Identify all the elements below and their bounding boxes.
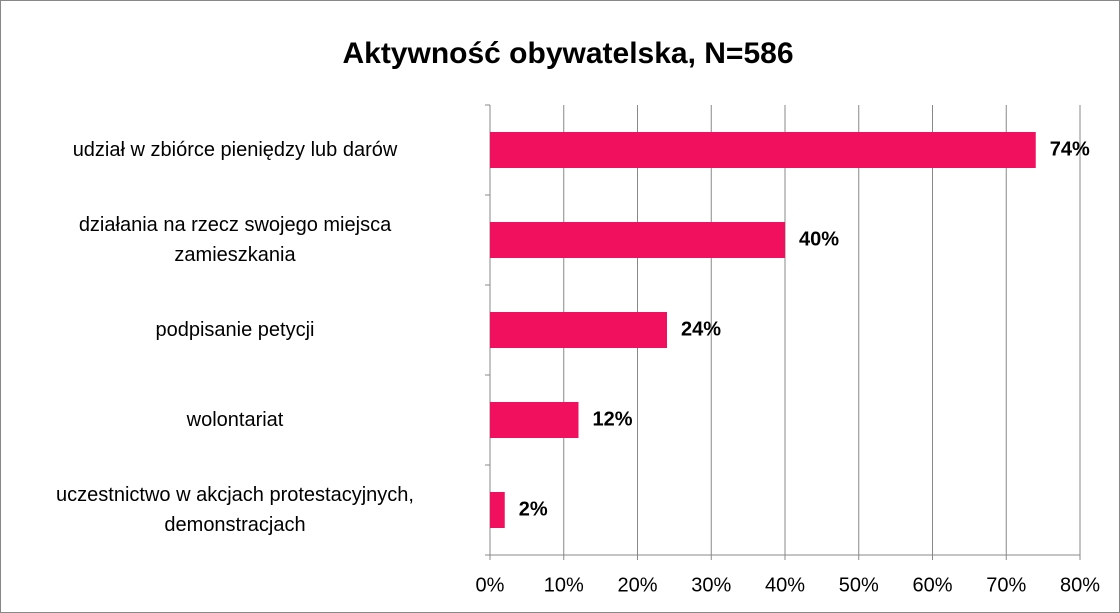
x-tick-label: 40% (765, 574, 805, 596)
x-tick-label: 0% (476, 574, 505, 596)
x-tick-label: 20% (617, 574, 657, 596)
bar (490, 492, 505, 528)
data-label: 12% (593, 408, 633, 430)
data-label: 40% (799, 228, 839, 250)
x-tick-label: 50% (839, 574, 879, 596)
bar (490, 312, 667, 348)
x-tick-label: 10% (544, 574, 584, 596)
chart-title: Aktywność obywatelska, N=586 (342, 37, 793, 70)
x-tick-label: 60% (912, 574, 952, 596)
data-label: 2% (519, 498, 548, 520)
bar (490, 222, 785, 258)
y-tick-label: wolontariat (186, 409, 284, 431)
y-tick-label: uczestnictwo w akcjach protestacyjnych, … (56, 484, 414, 536)
data-label: 24% (681, 318, 721, 340)
x-tick-label: 30% (691, 574, 731, 596)
y-tick-label: działania na rzecz swojego miejsca zamie… (78, 214, 392, 266)
data-label: 74% (1050, 138, 1090, 160)
bar (490, 132, 1036, 168)
x-tick-label: 70% (986, 574, 1026, 596)
bar (490, 402, 579, 438)
x-tick-label: 80% (1060, 574, 1100, 596)
y-tick-label: podpisanie petycji (155, 319, 315, 341)
y-tick-label: udział w zbiórce pieniędzy lub darów (72, 139, 398, 161)
